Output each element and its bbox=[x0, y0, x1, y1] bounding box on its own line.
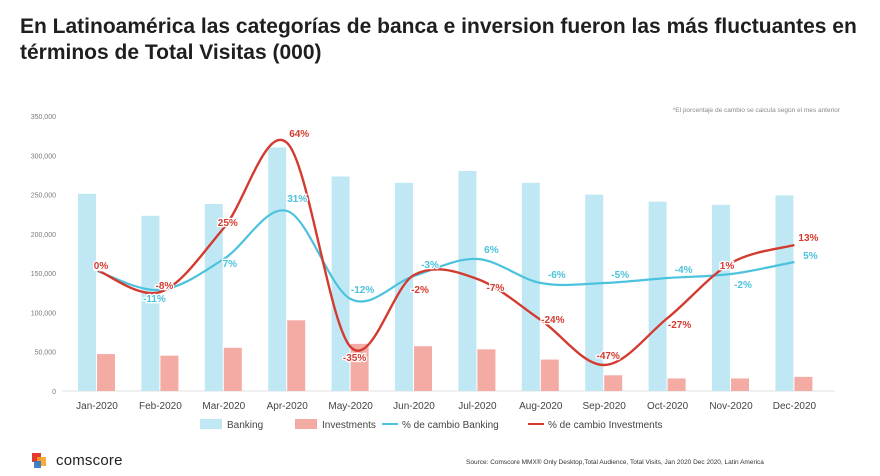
banking-bar bbox=[585, 194, 604, 391]
banking-bar bbox=[141, 215, 160, 391]
comscore-logo-icon bbox=[32, 452, 48, 469]
banking-change-label: -3% bbox=[421, 260, 439, 271]
x-tick-label: Jun-2020 bbox=[393, 401, 435, 412]
investments-bar bbox=[477, 349, 496, 391]
y-tick-label: 100,000 bbox=[31, 310, 56, 317]
investments-change-label: 1% bbox=[720, 261, 735, 272]
banking-change-label: 0% bbox=[94, 262, 109, 273]
investments-change-label: -47% bbox=[597, 351, 620, 362]
x-tick-label: Nov-2020 bbox=[709, 401, 753, 412]
investments-bar bbox=[667, 378, 686, 391]
banking-bar bbox=[648, 201, 667, 391]
x-tick-label: May-2020 bbox=[328, 401, 373, 412]
investments-change-label: -27% bbox=[668, 320, 691, 331]
investments-bar bbox=[540, 359, 559, 391]
investments-change-label: 13% bbox=[798, 233, 818, 244]
legend-label: Banking bbox=[227, 420, 263, 431]
banking-change-label: 6% bbox=[484, 245, 499, 256]
investments-bar bbox=[604, 375, 623, 391]
banking-change-label: -6% bbox=[548, 270, 566, 281]
x-tick-label: Feb-2020 bbox=[139, 401, 182, 412]
logo-orange-square bbox=[37, 456, 46, 466]
x-tick-label: Mar-2020 bbox=[202, 401, 245, 412]
y-tick-label: 50,000 bbox=[35, 350, 57, 357]
investments-change-line bbox=[96, 138, 795, 367]
y-tick-label: 0 bbox=[52, 389, 56, 396]
investments-change-label: -8% bbox=[156, 281, 174, 292]
banking-bar bbox=[775, 195, 794, 391]
investments-bar bbox=[160, 355, 179, 391]
investments-change-label: -24% bbox=[541, 315, 564, 326]
investments-change-label: -7% bbox=[487, 283, 505, 294]
investments-bar bbox=[350, 343, 369, 391]
legend-label: % de cambio Banking bbox=[402, 420, 499, 431]
banking-change-label: -5% bbox=[611, 270, 629, 281]
y-tick-label: 350,000 bbox=[31, 114, 56, 121]
y-tick-label: 200,000 bbox=[31, 232, 56, 239]
banking-change-label: -11% bbox=[143, 294, 166, 305]
y-tick-label: 300,000 bbox=[31, 153, 56, 160]
investments-change-label: -2% bbox=[411, 285, 429, 296]
banking-bar bbox=[268, 147, 287, 391]
legend-label: % de cambio Investments bbox=[548, 420, 663, 431]
x-tick-label: Aug-2020 bbox=[519, 401, 563, 412]
banking-change-label: -2% bbox=[734, 280, 752, 291]
chart-title: En Latinoamérica las categorías de banca… bbox=[20, 15, 857, 64]
banking-bar bbox=[521, 182, 540, 391]
legend-swatch bbox=[295, 419, 317, 429]
x-tick-label: Sep-2020 bbox=[583, 401, 627, 412]
banking-change-label: -12% bbox=[351, 285, 374, 296]
investments-change-label: 0% bbox=[94, 261, 109, 272]
calculation-note: *El porcentaje de cambio se calcula segú… bbox=[672, 107, 840, 114]
banking-bar bbox=[712, 204, 730, 391]
investments-change-label: -35% bbox=[343, 353, 366, 364]
investments-change-label: 64% bbox=[289, 129, 309, 140]
banking-change-label: 5% bbox=[803, 251, 818, 262]
x-tick-label: Apr-2020 bbox=[267, 401, 309, 412]
investments-bar bbox=[287, 320, 306, 391]
y-tick-label: 250,000 bbox=[31, 193, 56, 200]
brand-name: comscore bbox=[56, 452, 123, 469]
x-tick-label: Dec-2020 bbox=[773, 401, 817, 412]
investments-bar bbox=[97, 354, 115, 391]
banking-bar bbox=[204, 204, 223, 391]
investments-bar bbox=[223, 347, 242, 391]
banking-bar bbox=[78, 193, 96, 391]
banking-change-label: 31% bbox=[287, 194, 307, 205]
legend-swatch bbox=[200, 419, 222, 429]
investments-bar bbox=[731, 378, 749, 391]
y-tick-label: 150,000 bbox=[31, 271, 56, 278]
banking-change-label: 7% bbox=[223, 259, 238, 270]
investments-bar bbox=[794, 376, 813, 391]
banking-change-label: -4% bbox=[675, 265, 693, 276]
x-tick-label: Jul-2020 bbox=[458, 401, 497, 412]
logo-red-square bbox=[32, 452, 41, 462]
x-tick-label: Oct-2020 bbox=[647, 401, 689, 412]
source-note: Source: Comscore MMX® Only Desktop,Total… bbox=[466, 459, 764, 466]
investments-bar bbox=[414, 346, 432, 391]
logo-blue-square bbox=[34, 460, 41, 468]
investments-change-label: 25% bbox=[218, 218, 238, 229]
legend-label: Investments bbox=[322, 420, 376, 431]
comscore-logo: comscore bbox=[32, 452, 123, 469]
x-tick-label: Jan-2020 bbox=[76, 401, 118, 412]
banking-bar bbox=[458, 171, 477, 391]
